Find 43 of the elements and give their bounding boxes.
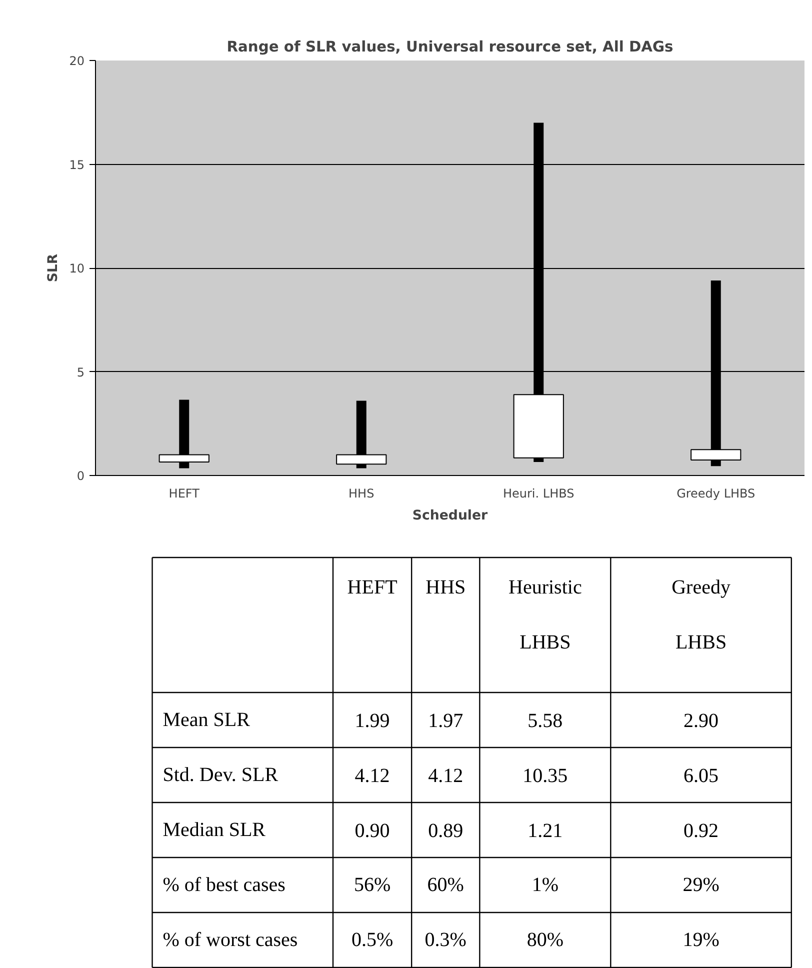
text: 0.92 — [684, 820, 719, 842]
y-tick-label: 15 — [69, 158, 85, 172]
text: 0.5% — [351, 929, 394, 951]
text: 2.90 — [684, 710, 719, 732]
text: 4.12 — [428, 765, 464, 787]
text: 1% — [532, 874, 559, 896]
text: 0.90 — [354, 820, 390, 842]
category-label: HEFT — [347, 576, 398, 598]
category-label: % of worst cases — [162, 929, 298, 951]
category-label: HHS — [426, 576, 466, 598]
text: 1.97 — [428, 710, 464, 732]
text: 10.35 — [522, 765, 568, 787]
text: 0.89 — [428, 820, 464, 842]
y-tick-label: 0 — [76, 469, 85, 483]
y-tick-label: 20 — [69, 54, 85, 68]
text: 0.3% — [424, 929, 466, 951]
category-label: Mean SLR — [162, 709, 250, 731]
candlestick — [336, 400, 387, 468]
candlestick — [158, 400, 210, 468]
text: 1.99 — [354, 710, 390, 732]
chart-title: Range of SLR values, Universal resource set, All DAGs — [226, 38, 674, 56]
category-label: Greedy LHBS — [672, 576, 730, 654]
x-axis-title: Scheduler — [412, 508, 488, 524]
category-label: Std. Dev. SLR — [162, 764, 278, 786]
x-tick-label: Heuri. LHBS — [502, 486, 574, 500]
text: 5.58 — [528, 710, 563, 732]
y-axis-title: SLR — [46, 254, 62, 282]
text: 6.05 — [684, 765, 719, 787]
text: 29% — [682, 874, 720, 896]
y-tick-label: 5 — [76, 365, 85, 380]
y-tick-label: 10 — [69, 262, 85, 276]
category-label: Median SLR — [162, 819, 266, 841]
text: 56% — [354, 874, 391, 896]
x-tick-label: HEFT — [168, 486, 200, 500]
category-label: % of best cases — [162, 874, 286, 896]
text: 4.12 — [354, 765, 390, 787]
text: 19% — [682, 929, 720, 951]
category-label: Heuristic LHBS — [508, 576, 582, 654]
text: 80% — [526, 929, 564, 951]
x-tick-label: Greedy LHBS — [676, 486, 756, 500]
x-tick-label: HHS — [348, 486, 374, 500]
text: 1.21 — [528, 820, 563, 842]
text: 60% — [427, 874, 464, 896]
